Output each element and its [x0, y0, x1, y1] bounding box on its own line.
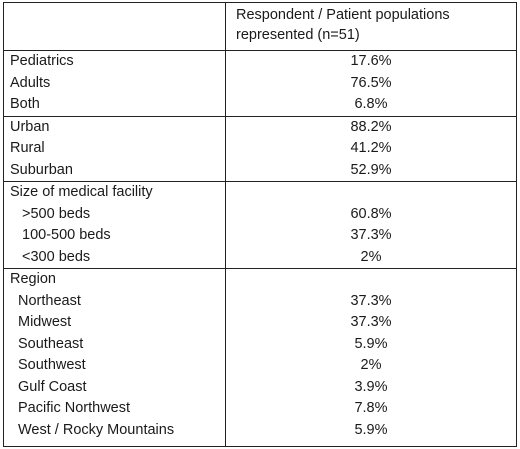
row-label-southwest: Southwest: [18, 357, 86, 373]
header-cell-populations: Respondent / Patient populations represe…: [225, 2, 517, 51]
group-labels: Urban Rural Suburban: [3, 115, 226, 182]
row-value-adults: 76.5%: [350, 74, 392, 91]
row-label-both: Both: [10, 96, 40, 112]
row-value-northeast: 37.3%: [350, 292, 392, 309]
row-value-under-300-beds: 2%: [360, 248, 382, 265]
row-label-100-500-beds: 100-500 beds: [22, 227, 111, 243]
row-value-100-500-beds: 37.3%: [350, 227, 392, 243]
row-label-southeast: Southeast: [18, 335, 84, 352]
row-value-west-rocky-mountains: 5.9%: [354, 421, 388, 438]
row-label-urban: Urban: [10, 118, 50, 135]
group-title-facility-size: Size of medical facility: [10, 184, 153, 200]
table-group-setting: Urban Rural Suburban 88.2% 41.2% 52.9%: [3, 115, 517, 182]
row-label-over-500-beds: >500 beds: [22, 205, 91, 222]
row-label-suburban: Suburban: [10, 161, 73, 178]
row-label-pacific-northwest: Pacific Northwest: [18, 400, 131, 416]
table-group-facility-size: Size of medical facility >500 beds 100-5…: [3, 181, 517, 269]
group-title-region: Region: [10, 271, 56, 287]
row-label-rural: Rural: [10, 140, 45, 156]
group-values: 60.8% 37.3% 2%: [225, 181, 517, 269]
row-value-urban: 88.2%: [350, 118, 392, 135]
row-value-midwest: 37.3%: [350, 314, 392, 330]
row-value-suburban: 52.9%: [350, 161, 392, 178]
row-value-gulf-coast: 3.9%: [354, 378, 388, 395]
group-values: 17.6% 76.5% 6.8%: [225, 50, 517, 117]
group-values: 37.3% 37.3% 5.9% 2% 3.9% 7.8% 5.9%: [225, 268, 517, 447]
table-group-age: Pediatrics Adults Both 17.6% 76.5% 6.8%: [3, 50, 517, 117]
row-value-both: 6.8%: [354, 96, 388, 112]
row-label-gulf-coast: Gulf Coast: [18, 378, 87, 395]
row-value-pacific-northwest: 7.8%: [354, 400, 388, 416]
row-value-southwest: 2%: [360, 357, 382, 373]
row-label-west-rocky-mountains: West / Rocky Mountains: [18, 421, 175, 438]
row-label-northeast: Northeast: [18, 292, 81, 309]
row-value-over-500-beds: 60.8%: [350, 205, 392, 222]
row-value-pediatrics: 17.6%: [350, 53, 392, 69]
group-labels: Pediatrics Adults Both: [3, 50, 226, 117]
row-label-midwest: Midwest: [18, 314, 72, 330]
group-title-spacer: [226, 269, 516, 291]
header-cell-empty: [3, 2, 226, 51]
row-label-adults: Adults: [10, 74, 51, 91]
table-group-region: Region Northeast Midwest Southeast South…: [3, 268, 517, 447]
row-label-under-300-beds: <300 beds: [22, 248, 91, 265]
row-value-southeast: 5.9%: [354, 335, 388, 352]
row-value-rural: 41.2%: [350, 140, 392, 156]
row-label-pediatrics: Pediatrics: [10, 53, 74, 69]
group-labels: Region Northeast Midwest Southeast South…: [3, 268, 226, 447]
group-labels: Size of medical facility >500 beds 100-5…: [3, 181, 226, 269]
group-title-spacer: [226, 182, 516, 204]
demographics-table: Respondent / Patient populations represe…: [3, 2, 517, 447]
group-values: 88.2% 41.2% 52.9%: [225, 115, 517, 182]
table-header-row: Respondent / Patient populations represe…: [3, 2, 517, 51]
